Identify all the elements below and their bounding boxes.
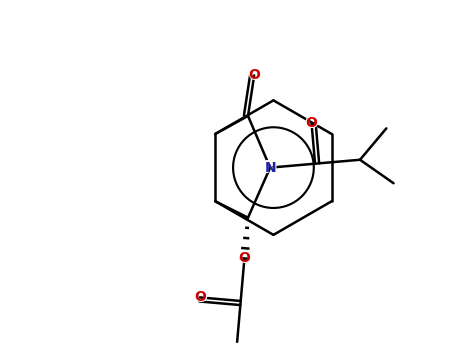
Text: O: O [193, 288, 207, 306]
Text: N: N [264, 161, 276, 175]
Text: N: N [263, 159, 277, 177]
Text: O: O [306, 116, 318, 130]
Text: O: O [248, 68, 260, 82]
Text: O: O [238, 250, 252, 267]
Text: O: O [247, 66, 261, 84]
Text: O: O [304, 114, 318, 132]
Text: O: O [194, 290, 206, 304]
Text: O: O [238, 252, 250, 266]
